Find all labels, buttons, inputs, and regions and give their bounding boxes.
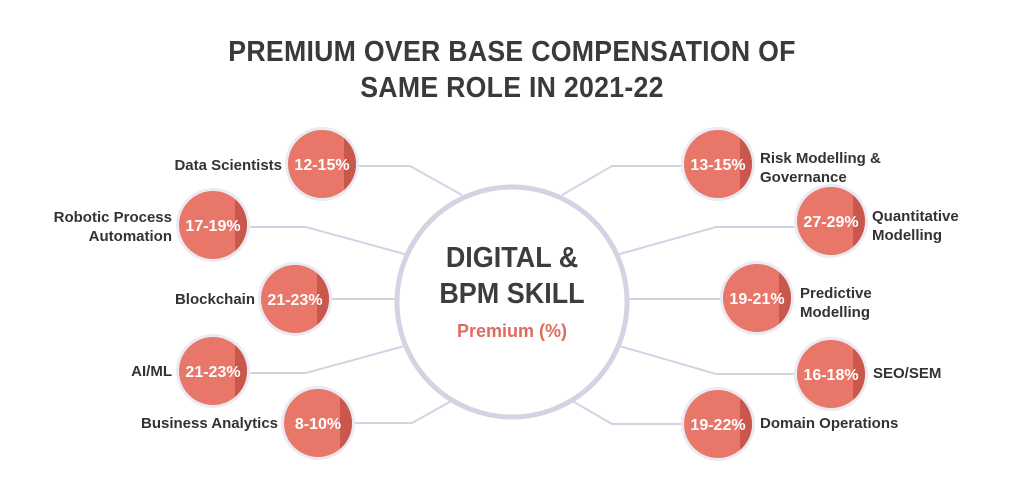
premium-value: 17-19% [185,218,240,235]
premium-value: 27-29% [803,214,858,231]
premium-bubble: 8-10% [281,386,355,460]
skill-label: Robotic Process Automation [53,209,172,245]
page-title: PREMIUM OVER BASE COMPENSATION OF SAME R… [41,34,983,106]
premium-bubble: 13-15% [681,127,755,201]
skill-label: SEO/SEM [873,365,942,382]
premium-bubble: 19-22% [681,387,755,461]
premium-bubble: 16-18% [794,337,868,411]
premium-bubble: 21-23% [176,334,250,408]
hub-subtitle: Premium (%) [456,321,568,341]
connector-line [615,344,797,375]
skill-label: Domain Operations [760,415,899,432]
skill-label: Risk Modelling & Governance [760,150,881,186]
skill-label: Quantitative Modelling [872,208,959,244]
premium-value: 12-15% [294,157,349,174]
premium-value: 21-23% [185,364,240,381]
premium-bubble: 21-23% [258,262,332,336]
connector-line [352,394,463,424]
connector-line [615,226,797,256]
skill-label: Data Scientists [174,157,282,174]
skill-label: Blockchain [174,291,255,308]
premium-value: 21-23% [267,292,322,309]
title-line-1: PREMIUM OVER BASE COMPENSATION OF [228,36,796,68]
hub-text: DIGITAL & BPM SKILL Premium (%) [412,240,612,342]
premium-value: 19-22% [690,417,745,434]
premium-value: 8-10% [295,416,341,433]
premium-bubble: 27-29% [794,184,868,258]
skill-label: Predictive Modelling [800,285,872,321]
premium-bubble: 19-21% [720,261,794,335]
premium-value: 13-15% [690,157,745,174]
title-line-2: SAME ROLE IN 2021-22 [360,72,664,104]
connector-line [247,344,409,374]
premium-value: 16-18% [803,367,858,384]
premium-bubble: 12-15% [285,127,359,201]
connector-line [247,226,409,256]
connector-line [561,394,684,425]
connector-line [356,165,463,196]
premium-value: 19-21% [729,291,784,308]
skill-label: Business Analytics [141,415,278,432]
hub-title-line-1: DIGITAL & [445,242,579,274]
hub-circle [394,184,630,420]
skill-label: AI/ML [131,363,172,380]
connector-line [561,165,684,196]
premium-bubbles: 12-15% 17-19% 21-23% 21-23% 8-10% 13-15% 27-29… [176,127,868,461]
connector-lines [247,165,797,425]
premium-bubble: 17-19% [176,188,250,262]
hub-title-line-2: BPM SKILL [439,278,585,310]
